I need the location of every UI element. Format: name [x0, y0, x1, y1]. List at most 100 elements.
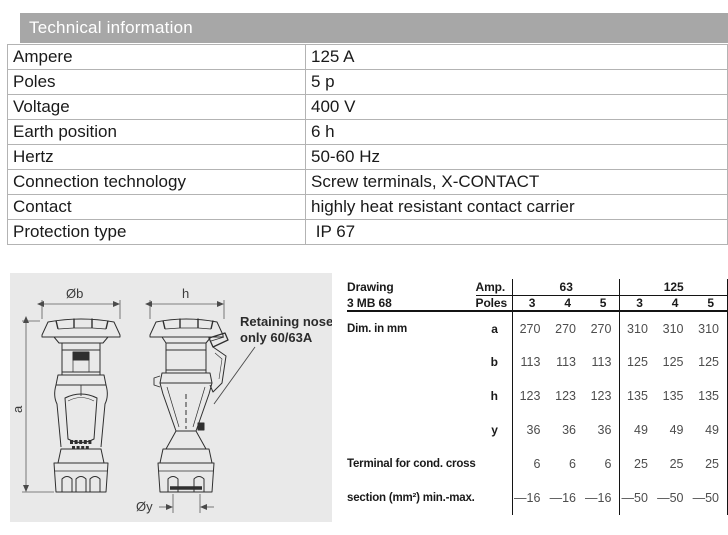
table-row: Contact highly heat resistant contact ca… — [7, 194, 728, 220]
row-label: Dim. in mm — [347, 322, 407, 335]
amp-group-63: 63 — [511, 279, 620, 296]
dim-row-b: b 113 113 113 125 125 125 — [347, 345, 728, 379]
dimension-b — [37, 300, 121, 319]
spec-label: Poles — [7, 69, 306, 95]
dim-y-label: Øy — [136, 499, 153, 514]
cell-value: —50 — [691, 481, 728, 515]
dimension-h — [145, 300, 225, 319]
cell-value: 36 — [562, 423, 576, 437]
cell-value: 49 — [669, 423, 684, 437]
cell-value: 49 — [619, 413, 656, 447]
drawing-title-line1: Drawing — [347, 280, 394, 294]
spec-value: IP 67 — [305, 219, 728, 245]
cell-value: —16 — [511, 481, 549, 515]
cell-value: 113 — [511, 345, 549, 379]
retaining-nose-note-line1: Retaining nose — [240, 314, 332, 329]
cell-value: 270 — [555, 321, 576, 336]
spec-label: Hertz — [7, 144, 306, 170]
cell-value: 135 — [619, 379, 656, 413]
spec-label: Connection technology — [7, 169, 306, 195]
cell-value: 270 — [511, 311, 549, 345]
cell-value: 123 — [590, 389, 612, 403]
cell-value: 125 — [662, 355, 684, 369]
poles-63-4: 4 — [548, 295, 584, 312]
cell-value: 113 — [556, 355, 576, 369]
cell-value: 123 — [511, 379, 549, 413]
poles-label: Poles — [475, 295, 513, 312]
row-label — [347, 345, 476, 379]
amp-label: Amp. — [475, 279, 513, 296]
cell-value: 270 — [590, 321, 612, 336]
spec-label: Contact — [7, 194, 306, 220]
cell-value: 310 — [691, 311, 728, 345]
spec-value: 125 A — [305, 44, 728, 70]
drawing-title-line2: 3 MB 68 — [347, 295, 476, 312]
table-row: Poles 5 p — [7, 69, 728, 95]
cell-value: 49 — [691, 413, 728, 447]
table-row: Protection type IP 67 — [7, 219, 728, 245]
dim-b-label: Øb — [66, 286, 83, 301]
poles-125-4: 4 — [655, 295, 692, 312]
spec-label: Voltage — [7, 94, 306, 120]
table-header-row-poles: 3 MB 68 Poles 3 4 5 3 4 5 — [347, 295, 728, 312]
dim-letter: b — [490, 355, 498, 369]
cell-value: 6 — [604, 457, 612, 471]
cell-value: 125 — [691, 345, 728, 379]
table-row: Earth position 6 h — [7, 119, 728, 145]
connector-drawing: Øb h a — [10, 286, 332, 514]
cell-value: 25 — [691, 447, 728, 481]
cell-value: 36 — [597, 423, 612, 437]
terminal-row-min: Terminal for cond. cross 6 6 6 25 25 25 — [347, 447, 728, 481]
terminal-row-max: section (mm²) min.-max. —16 —16 —16 —50 … — [347, 481, 728, 515]
dim-letter: y — [491, 423, 498, 437]
poles-125-3: 3 — [619, 295, 656, 312]
technical-info-table: Ampere 125 A Poles 5 p Voltage 400 V Ear… — [7, 44, 728, 245]
amp-group-125: 125 — [619, 279, 728, 296]
connector-front-view — [41, 318, 121, 493]
dim-letter — [476, 447, 513, 481]
technical-drawing-panel: Øb h a — [10, 273, 332, 522]
dimension-y — [159, 494, 214, 513]
poles-63-5: 5 — [584, 295, 620, 312]
poles-63-3: 3 — [511, 295, 549, 312]
dim-a-label: a — [10, 405, 25, 413]
poles-125-5: 5 — [691, 295, 728, 312]
cell-value: 6 — [569, 457, 576, 471]
table-row: Connection technology Screw terminals, X… — [7, 169, 728, 195]
table-row: Voltage 400 V — [7, 94, 728, 120]
cell-value: 6 — [511, 447, 549, 481]
spec-label: Protection type — [7, 219, 306, 245]
spec-label: Ampere — [7, 44, 306, 70]
dim-row-a: Dim. in mm a 270 270 270 310 310 310 — [347, 311, 728, 345]
dimensions-table: Drawing Amp. 63 125 3 MB 68 Poles 3 4 5 … — [347, 279, 728, 515]
row-label: section (mm²) min.-max. — [347, 492, 475, 504]
spec-value: 5 p — [305, 69, 728, 95]
dim-row-h: h 123 123 123 135 135 135 — [347, 379, 728, 413]
table-header-row-amp: Drawing Amp. 63 125 — [347, 279, 728, 296]
cell-value: 123 — [555, 389, 576, 403]
row-label — [347, 379, 476, 413]
section-title: Technical information — [20, 13, 728, 43]
cell-value: 310 — [662, 321, 684, 336]
cell-value: 135 — [691, 379, 728, 413]
cell-value: —50 — [619, 481, 656, 515]
spec-value: 6 h — [305, 119, 728, 145]
spec-value: 400 V — [305, 94, 728, 120]
row-label — [347, 413, 476, 447]
leader-line — [213, 346, 256, 405]
cell-value: —50 — [657, 491, 684, 505]
table-row: Ampere 125 A — [7, 44, 728, 70]
dim-row-y: y 36 36 36 49 49 49 — [347, 413, 728, 447]
cell-value: 113 — [591, 355, 612, 369]
table-row: Hertz 50-60 Hz — [7, 144, 728, 170]
spec-value: Screw terminals, X-CONTACT — [305, 169, 728, 195]
spec-value: 50-60 Hz — [305, 144, 728, 170]
spec-label: Earth position — [7, 119, 306, 145]
cell-value: 135 — [662, 389, 684, 403]
cell-value: 125 — [619, 345, 656, 379]
row-label: Terminal for cond. cross — [347, 458, 476, 470]
dim-h-label: h — [182, 286, 189, 301]
cell-value: 36 — [511, 413, 549, 447]
retaining-nose-note-line2: only 60/63A — [240, 330, 313, 345]
